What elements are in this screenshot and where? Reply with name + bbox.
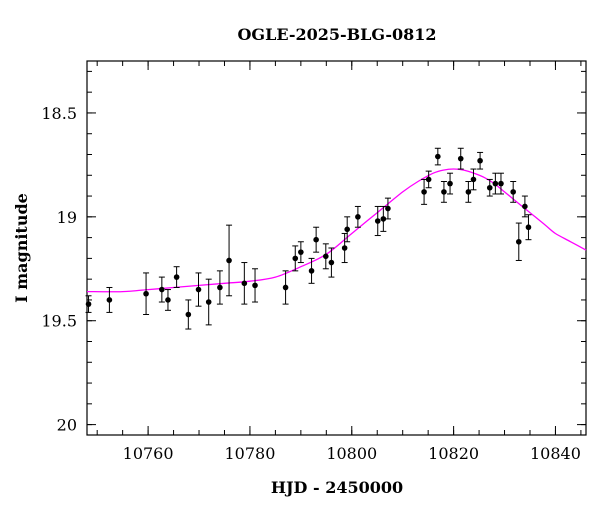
data-point bbox=[282, 284, 289, 291]
data-point bbox=[441, 189, 447, 195]
x-tick-label: 10800 bbox=[326, 444, 377, 463]
data-point bbox=[515, 238, 522, 245]
plot-border bbox=[86, 60, 587, 436]
data-point bbox=[470, 176, 477, 183]
data-point bbox=[355, 214, 361, 220]
y-axis-label: I magnitude bbox=[12, 193, 31, 303]
data-point bbox=[374, 218, 381, 224]
data-point bbox=[385, 205, 391, 212]
y-tick-label: 18.5 bbox=[41, 104, 77, 123]
x-tick-label: 10840 bbox=[530, 444, 581, 463]
data-point bbox=[85, 301, 92, 307]
data-point bbox=[185, 311, 192, 318]
data-point bbox=[328, 259, 335, 266]
data-point bbox=[486, 184, 493, 191]
data-point bbox=[341, 245, 348, 251]
data-point bbox=[498, 180, 504, 187]
data-point bbox=[492, 180, 499, 187]
x-tick-label: 10760 bbox=[123, 444, 174, 463]
model-curve bbox=[86, 168, 587, 293]
data-point bbox=[465, 189, 472, 195]
data-point bbox=[173, 274, 180, 280]
data-point bbox=[195, 286, 202, 293]
tick-labels: 10760 10780 10800 10820 10840 18.5 19 19.5 20 bbox=[41, 104, 581, 463]
x-tick-label: 10780 bbox=[224, 444, 275, 463]
data-point bbox=[344, 226, 350, 233]
data-point bbox=[143, 290, 149, 297]
data-point bbox=[421, 189, 427, 195]
x-tick-label: 10820 bbox=[428, 444, 479, 463]
data-point bbox=[380, 216, 387, 222]
data-point bbox=[525, 224, 532, 231]
data-point bbox=[522, 203, 528, 210]
data-point bbox=[308, 268, 315, 274]
y-tick-label: 19.5 bbox=[41, 312, 77, 331]
data-point bbox=[252, 282, 258, 289]
data-point bbox=[477, 157, 483, 164]
data-point bbox=[217, 284, 223, 291]
data-point bbox=[425, 176, 432, 183]
data-point bbox=[457, 155, 464, 162]
data-point bbox=[165, 297, 171, 303]
data-point bbox=[292, 255, 299, 262]
data-point bbox=[226, 257, 232, 264]
model-curve-layer bbox=[86, 168, 587, 293]
data-point bbox=[435, 153, 441, 160]
x-axis-label: HJD - 2450000 bbox=[271, 478, 403, 497]
data-point bbox=[510, 189, 516, 195]
y-tick-label: 20 bbox=[57, 416, 77, 435]
data-point bbox=[241, 280, 248, 287]
data-point bbox=[106, 297, 113, 303]
data-point bbox=[159, 286, 165, 293]
y-tick-label: 19 bbox=[57, 208, 77, 227]
plot-frame bbox=[86, 60, 587, 436]
data-point bbox=[323, 253, 329, 260]
chart-title: OGLE-2025-BLG-0812 bbox=[237, 25, 436, 44]
data-point bbox=[447, 180, 453, 187]
data-point bbox=[298, 249, 304, 255]
axis-ticks bbox=[87, 61, 586, 435]
data-point bbox=[205, 299, 212, 305]
data-points-layer bbox=[85, 147, 532, 330]
data-point bbox=[313, 236, 319, 243]
